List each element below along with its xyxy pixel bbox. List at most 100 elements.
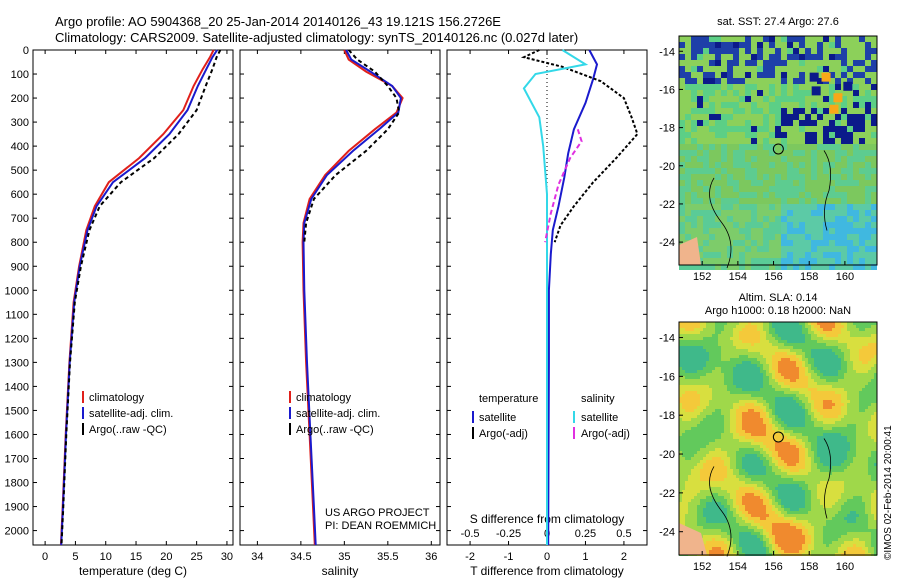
sla-cell [772, 529, 775, 532]
sst-cell [739, 180, 745, 186]
sla-cell [787, 550, 790, 553]
sla-cell [790, 346, 793, 349]
sla-cell [787, 442, 790, 445]
sla-cell [808, 469, 811, 472]
sla-cell [793, 457, 796, 460]
sst-cell [865, 264, 871, 270]
sla-cell [742, 454, 745, 457]
sla-cell [805, 382, 808, 385]
sla-cell [766, 478, 769, 481]
sla-cell [748, 544, 751, 547]
sla-cell [754, 544, 757, 547]
sla-cell [721, 505, 724, 508]
sla-cell [808, 439, 811, 442]
sst-cell [841, 228, 847, 234]
sst-cell [757, 222, 763, 228]
sla-cell [730, 436, 733, 439]
sla-cell [691, 433, 694, 436]
sst-cell [811, 192, 817, 198]
sla-cell [703, 361, 706, 364]
sla-cell [721, 322, 724, 325]
sla-cell [715, 541, 718, 544]
sla-cell [736, 508, 739, 511]
sla-cell [775, 457, 778, 460]
sla-cell [745, 406, 748, 409]
sla-cell [808, 328, 811, 331]
salinity-xtick-label: 34 [251, 551, 263, 563]
sst-cell [745, 210, 751, 216]
sla-cell [718, 370, 721, 373]
sst-cell [817, 234, 823, 240]
sla-cell [805, 328, 808, 331]
sla-cell [781, 322, 784, 325]
sla-cell [775, 469, 778, 472]
sla-cell [718, 532, 721, 535]
sla-cell [754, 388, 757, 391]
sla-cell [775, 376, 778, 379]
sst-cell [787, 264, 793, 270]
sst-cell [727, 234, 733, 240]
sla-cell [805, 331, 808, 334]
sst-cell [781, 126, 787, 132]
sla-cell [751, 376, 754, 379]
sla-cell [703, 421, 706, 424]
sla-cell [691, 451, 694, 454]
sla-cell [772, 535, 775, 538]
sla-cell [781, 406, 784, 409]
sla-cell [739, 523, 742, 526]
sst-cell [841, 264, 847, 270]
sla-cell [688, 493, 691, 496]
sla-cell [736, 466, 739, 469]
sla-cell [745, 430, 748, 433]
sla-cell [772, 376, 775, 379]
sla-cell [724, 484, 727, 487]
sla-cell [685, 337, 688, 340]
sla-cell [733, 409, 736, 412]
sla-cell [766, 547, 769, 550]
sla-cell [709, 550, 712, 553]
sla-cell [802, 346, 805, 349]
sla-cell [739, 538, 742, 541]
sst-cell [733, 102, 739, 108]
sla-cell [703, 382, 706, 385]
sst-cell [697, 60, 703, 66]
sst_map-title: sat. SST: 27.4 Argo: 27.6 [717, 16, 839, 28]
sla-cell [742, 361, 745, 364]
sla-cell [757, 379, 760, 382]
sla-cell [772, 478, 775, 481]
sst-cell [691, 156, 697, 162]
sst-cell [811, 114, 817, 120]
sst-cell [859, 48, 865, 54]
sla-cell [775, 481, 778, 484]
sla-cell [745, 472, 748, 475]
sla-cell [805, 502, 808, 505]
sst-cell [871, 180, 877, 186]
sla-cell [679, 505, 682, 508]
sst-cell [769, 258, 775, 264]
sla-cell [799, 466, 802, 469]
sla-cell [775, 550, 778, 553]
sla-cell [793, 448, 796, 451]
sla-cell [751, 406, 754, 409]
sla-cell [730, 412, 733, 415]
sst-cell [715, 174, 721, 180]
sla-cell [763, 484, 766, 487]
sla-cell [763, 376, 766, 379]
sla-cell [781, 388, 784, 391]
sla-cell [760, 397, 763, 400]
sla-cell [724, 376, 727, 379]
sla-cell [799, 328, 802, 331]
sst-cell [865, 144, 871, 150]
sla-cell [688, 448, 691, 451]
sla-cell [799, 331, 802, 334]
sla-cell [700, 520, 703, 523]
sla-cell [784, 541, 787, 544]
sst-cell [727, 36, 733, 42]
sla-cell [715, 520, 718, 523]
sla-cell [715, 406, 718, 409]
sst-cell [799, 228, 805, 234]
sla-cell [799, 424, 802, 427]
sla-cell [715, 424, 718, 427]
sst-cell [751, 246, 757, 252]
sla-cell [691, 415, 694, 418]
